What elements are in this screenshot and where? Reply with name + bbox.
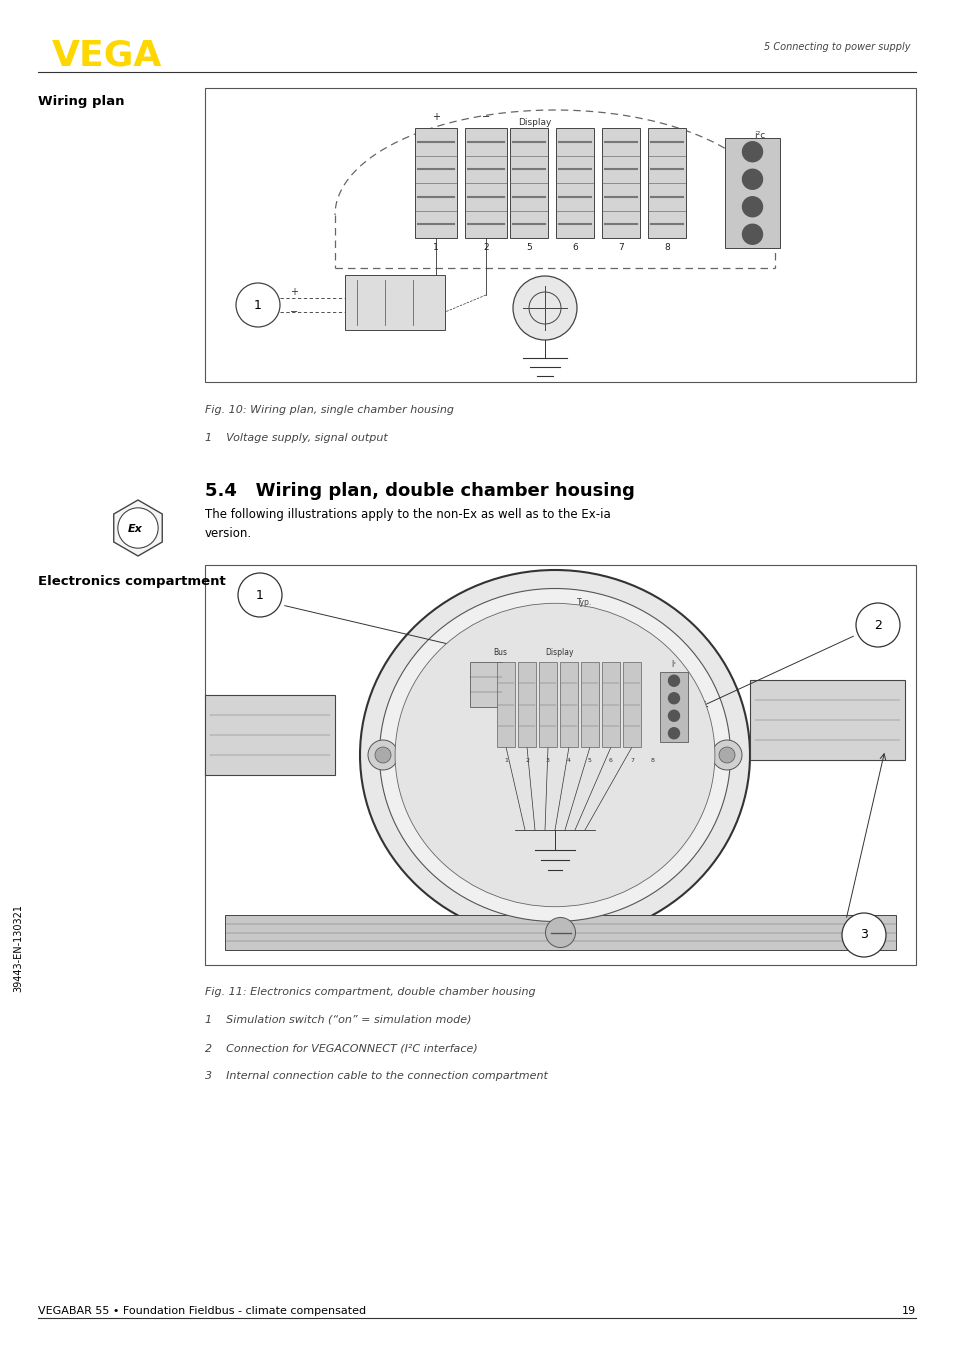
Text: 5: 5 (587, 758, 591, 764)
Text: VEGABAR 55 • Foundation Fieldbus - climate compensated: VEGABAR 55 • Foundation Fieldbus - clima… (38, 1307, 366, 1316)
Text: Fig. 10: Wiring plan, single chamber housing: Fig. 10: Wiring plan, single chamber hou… (205, 405, 454, 414)
Circle shape (711, 741, 741, 770)
Circle shape (668, 727, 679, 739)
Text: 1: 1 (253, 298, 262, 311)
Bar (601, 662, 619, 747)
Text: Fig. 11: Electronics compartment, double chamber housing: Fig. 11: Electronics compartment, double… (205, 987, 535, 997)
Bar (622, 662, 640, 747)
Text: 1: 1 (503, 758, 507, 764)
Text: 2: 2 (873, 619, 881, 631)
Text: 3: 3 (860, 929, 867, 941)
Text: 7: 7 (629, 758, 634, 764)
Circle shape (841, 913, 885, 957)
Circle shape (741, 142, 761, 161)
Bar (580, 662, 598, 747)
Text: 1    Simulation switch (“on” = simulation mode): 1 Simulation switch (“on” = simulation m… (205, 1016, 471, 1025)
Text: 5 Connecting to power supply: 5 Connecting to power supply (762, 42, 909, 51)
Text: 5.4   Wiring plan, double chamber housing: 5.4 Wiring plan, double chamber housing (205, 482, 634, 500)
Text: 6: 6 (572, 242, 578, 252)
Bar (225, 915, 895, 951)
Text: i²c: i²c (754, 131, 765, 139)
Text: Typ.: Typ. (577, 598, 592, 607)
Ellipse shape (395, 604, 714, 907)
Ellipse shape (379, 589, 730, 922)
Bar (538, 662, 557, 747)
Circle shape (235, 283, 280, 328)
Text: 8: 8 (663, 242, 669, 252)
Text: Ex: Ex (128, 524, 142, 533)
Text: 8: 8 (650, 758, 655, 764)
Polygon shape (113, 500, 162, 556)
Text: 1: 1 (255, 589, 264, 601)
Text: 2: 2 (482, 242, 488, 252)
Circle shape (668, 693, 679, 704)
Bar (205, 88, 915, 382)
Bar (470, 662, 501, 707)
Circle shape (741, 225, 761, 244)
Circle shape (668, 676, 679, 686)
Text: Electronics compartment: Electronics compartment (38, 575, 226, 588)
Bar (415, 129, 456, 238)
Text: +: + (432, 112, 439, 122)
Bar (659, 672, 687, 742)
Text: −: − (481, 112, 490, 122)
Circle shape (741, 196, 761, 217)
Circle shape (668, 711, 679, 722)
Text: The following illustrations apply to the non-Ex as well as to the Ex-ia
version.: The following illustrations apply to the… (205, 508, 610, 540)
Text: 2    Connection for VEGACONNECT (I²C interface): 2 Connection for VEGACONNECT (I²C interf… (205, 1043, 477, 1053)
Text: 4: 4 (566, 758, 571, 764)
Text: Display: Display (517, 118, 551, 127)
Text: −: − (290, 307, 297, 317)
Text: Wiring plan: Wiring plan (38, 95, 125, 108)
Circle shape (545, 918, 575, 948)
Bar (497, 662, 515, 747)
Text: 19: 19 (901, 1307, 915, 1316)
Bar (749, 680, 904, 760)
Circle shape (368, 741, 397, 770)
Bar (559, 662, 578, 747)
Bar (517, 662, 536, 747)
Text: 7: 7 (618, 242, 623, 252)
Text: VEGA: VEGA (52, 38, 162, 72)
Circle shape (719, 747, 734, 764)
Text: Iᶜ: Iᶜ (671, 659, 676, 669)
Bar (345, 275, 444, 330)
Circle shape (513, 276, 577, 340)
Ellipse shape (359, 570, 749, 940)
Circle shape (237, 573, 282, 617)
Text: 6: 6 (608, 758, 612, 764)
Text: 3: 3 (545, 758, 550, 764)
Text: +: + (290, 287, 297, 297)
Bar (601, 129, 639, 238)
Bar (647, 129, 685, 238)
Circle shape (375, 747, 391, 764)
Bar (205, 565, 915, 965)
Bar (205, 695, 335, 774)
Circle shape (118, 508, 158, 548)
Text: 1: 1 (433, 242, 438, 252)
Circle shape (741, 169, 761, 190)
Text: 1    Voltage supply, signal output: 1 Voltage supply, signal output (205, 433, 387, 443)
Text: 39443-EN-130321: 39443-EN-130321 (13, 904, 23, 991)
Circle shape (855, 603, 899, 647)
Bar (464, 129, 506, 238)
Bar (510, 129, 547, 238)
Text: Display: Display (545, 649, 574, 657)
Bar (556, 129, 594, 238)
Bar (724, 138, 780, 248)
Text: 5: 5 (525, 242, 532, 252)
Text: 3    Internal connection cable to the connection compartment: 3 Internal connection cable to the conne… (205, 1071, 547, 1080)
Text: 2: 2 (524, 758, 529, 764)
Text: Bus: Bus (493, 649, 506, 657)
